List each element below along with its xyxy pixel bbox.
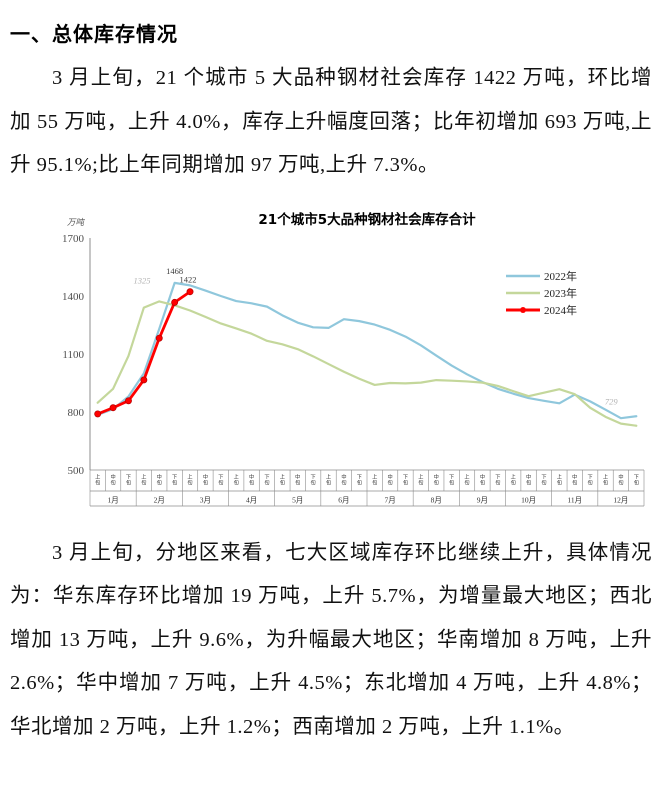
series-line-2023年	[96, 299, 638, 427]
x-period-label: 中旬	[526, 472, 531, 486]
y-tick-label: 1700	[62, 233, 85, 245]
x-month-label: 3月	[200, 495, 211, 504]
series-marker-2024年	[94, 409, 102, 417]
x-period-label: 下旬	[172, 473, 177, 486]
x-month-label: 10月	[521, 495, 536, 504]
series-marker-2024年	[109, 403, 117, 411]
x-period-label: 中旬	[572, 472, 577, 486]
x-period-label: 上旬	[557, 472, 562, 486]
x-month-label: 1月	[107, 495, 118, 504]
series-marker-2024年	[140, 375, 148, 383]
x-period-label: 下旬	[634, 473, 639, 486]
x-period-label: 中旬	[341, 472, 346, 486]
series-marker-2024年	[125, 396, 132, 404]
summary-paragraph: 3 月上旬，21 个城市 5 大品种钢材社会库存 1422 万吨，环比增加 55…	[10, 67, 652, 176]
x-period-label: 上旬	[234, 472, 239, 486]
data-label-1325: 1325	[134, 275, 151, 285]
x-period-label: 下旬	[588, 473, 593, 486]
inventory-chart-svg: 21个城市5大品种钢材社会库存合计万吨170014001100800500上旬中…	[62, 211, 645, 506]
x-period-label: 中旬	[387, 472, 392, 486]
data-label-729: 729	[605, 396, 619, 406]
x-period-label: 下旬	[403, 473, 408, 486]
x-period-label: 下旬	[449, 473, 454, 486]
x-period-label: 中旬	[157, 472, 162, 486]
y-tick-label: 1400	[62, 291, 85, 303]
x-period-label: 下旬	[126, 473, 131, 486]
legend-label-2024年: 2024年	[544, 303, 577, 317]
x-month-label: 12月	[613, 495, 628, 504]
x-period-label: 上旬	[141, 472, 146, 486]
x-period-label: 上旬	[418, 472, 423, 486]
x-month-label: 7月	[384, 495, 395, 504]
x-period-label: 中旬	[618, 472, 623, 486]
y-axis-unit-label: 万吨	[67, 217, 86, 227]
data-label-1422: 1422	[180, 274, 197, 284]
x-month-label: 5月	[292, 495, 303, 504]
series-line-2022年	[96, 281, 638, 419]
y-tick-label: 500	[68, 465, 85, 477]
legend-label-2023年: 2023年	[544, 286, 577, 300]
x-period-label: 上旬	[464, 472, 469, 486]
regional-paragraph: 3 月上旬，分地区来看，七大区域库存环比继续上升，具体情况为：华东库存环比增加 …	[10, 541, 652, 738]
x-month-label: 4月	[246, 495, 257, 504]
x-period-label: 上旬	[280, 472, 285, 486]
x-month-label: 8月	[431, 495, 442, 504]
x-month-label: 2月	[154, 495, 165, 504]
x-period-label: 下旬	[264, 473, 269, 486]
section-heading: 一、总体库存情况	[10, 22, 178, 46]
x-period-label: 上旬	[326, 472, 331, 486]
x-month-label: 11月	[567, 495, 582, 504]
x-period-label: 中旬	[295, 472, 300, 486]
x-period-label: 下旬	[541, 473, 546, 486]
x-period-label: 中旬	[249, 472, 254, 486]
x-period-label: 下旬	[357, 473, 362, 486]
x-period-label: 中旬	[480, 472, 485, 486]
x-period-label: 上旬	[187, 472, 192, 486]
x-month-label: 6月	[338, 495, 349, 504]
x-period-label: 中旬	[203, 472, 208, 486]
x-period-label: 下旬	[218, 473, 223, 486]
series-marker-2024年	[171, 298, 179, 306]
x-period-label: 中旬	[434, 472, 439, 486]
x-period-label: 上旬	[372, 472, 377, 486]
x-period-label: 上旬	[511, 472, 516, 486]
series-marker-2024年	[186, 287, 194, 295]
legend-label-2022年: 2022年	[544, 269, 577, 283]
x-period-label: 中旬	[110, 472, 115, 486]
x-period-label: 上旬	[95, 472, 100, 486]
x-period-label: 上旬	[603, 472, 608, 486]
y-tick-label: 1100	[62, 349, 84, 361]
chart-title: 21个城市5大品种钢材社会库存合计	[258, 211, 476, 228]
y-tick-label: 800	[68, 407, 85, 419]
inventory-chart: 21个城市5大品种钢材社会库存合计 万吨 1700 1400 1100 800 500 上旬中…	[32, 208, 652, 508]
x-month-label: 9月	[477, 495, 488, 504]
data-label-1468: 1468	[166, 265, 183, 275]
series-marker-2024年	[155, 334, 163, 342]
x-period-label: 下旬	[311, 473, 316, 486]
legend-marker-2024年	[520, 306, 526, 313]
x-period-label: 下旬	[495, 473, 500, 486]
